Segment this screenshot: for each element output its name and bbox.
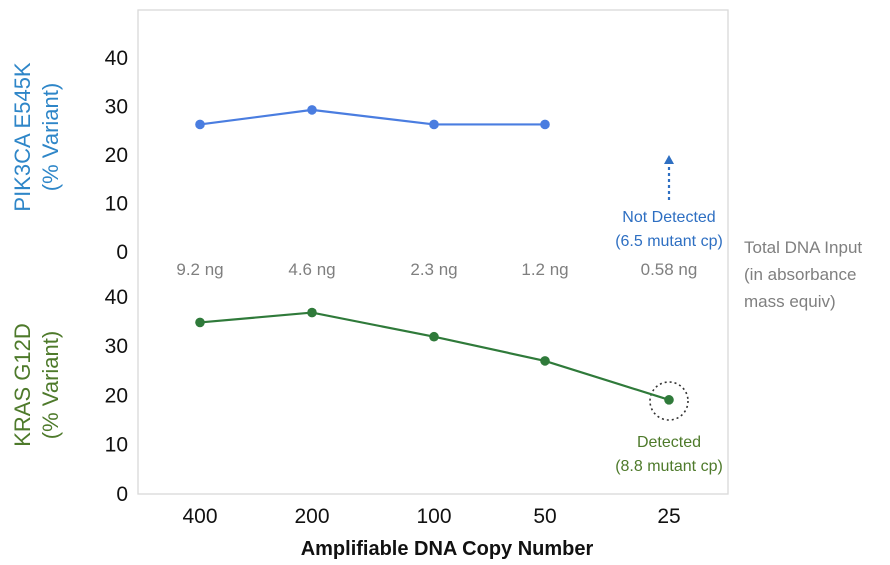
top-x-tick-label: 0.58 ng <box>641 260 698 279</box>
bottom-data-point <box>307 307 317 318</box>
detected-highlight-circle <box>649 381 689 421</box>
top-y-label-line2: (% Variant) <box>38 83 63 191</box>
bottom-x-tick-label: 25 <box>657 505 680 528</box>
bottom-y-tick-label: 0 <box>116 483 128 506</box>
top-data-point <box>540 119 550 130</box>
top-annotation-text: Not Detected <box>622 209 715 226</box>
bottom-x-tick-label: 400 <box>182 505 217 528</box>
bottom-data-point <box>540 356 550 366</box>
bottom-annotation-text: (8.8 mutant cp) <box>615 458 723 475</box>
top-y-tick-label: 0 <box>116 241 128 264</box>
bottom-y-axis-label: KRAS G12D (% Variant) <box>10 323 63 447</box>
top-x-tick-label: 1.2 ng <box>521 260 568 279</box>
bottom-y-tick-label: 40 <box>105 286 128 309</box>
top-y-axis-label: PIK3CA E545K (% Variant) <box>10 62 63 212</box>
top-data-point <box>307 105 317 115</box>
top-y-tick-label: 10 <box>105 193 128 216</box>
not-detected-arrow-icon <box>664 155 674 200</box>
top-y-label-line1: PIK3CA E545K <box>10 62 35 212</box>
bottom-data-point <box>429 331 439 342</box>
bottom-x-tick-label: 100 <box>416 505 451 528</box>
top-data-point <box>195 119 205 130</box>
bottom-y-tick-label: 20 <box>105 384 128 407</box>
top-x-tick-label: 2.3 ng <box>410 260 457 279</box>
total-dna-input-label-line1: Total DNA Input <box>744 238 862 257</box>
bottom-series-line <box>199 311 670 401</box>
bottom-y-label-line1: KRAS G12D <box>10 323 35 447</box>
top-series-line <box>199 108 545 126</box>
bottom-data-point <box>195 317 205 328</box>
top-x-tick-label: 4.6 ng <box>288 260 335 279</box>
plot-frame <box>137 9 729 495</box>
top-y-tick-label: 40 <box>105 47 128 70</box>
bottom-x-tick-label: 50 <box>533 505 556 528</box>
x-axis-title: Amplifiable DNA Copy Number <box>301 538 594 560</box>
top-x-tick-label: 9.2 ng <box>176 260 223 279</box>
top-data-point <box>429 119 439 130</box>
top-y-tick-label: 30 <box>105 96 128 119</box>
bottom-x-tick-label: 200 <box>294 505 329 528</box>
top-y-tick-label: 20 <box>105 144 128 167</box>
bottom-y-tick-label: 30 <box>105 335 128 358</box>
bottom-data-point <box>664 395 674 405</box>
bottom-y-tick-label: 10 <box>105 434 128 457</box>
total-dna-input-label-line2: (in absorbance <box>744 265 856 284</box>
bottom-y-label-line2: (% Variant) <box>38 331 63 439</box>
top-annotation-text: (6.5 mutant cp) <box>615 233 723 250</box>
bottom-annotation-text: Detected <box>637 434 701 451</box>
total-dna-input-label-line3: mass equiv) <box>744 292 836 311</box>
